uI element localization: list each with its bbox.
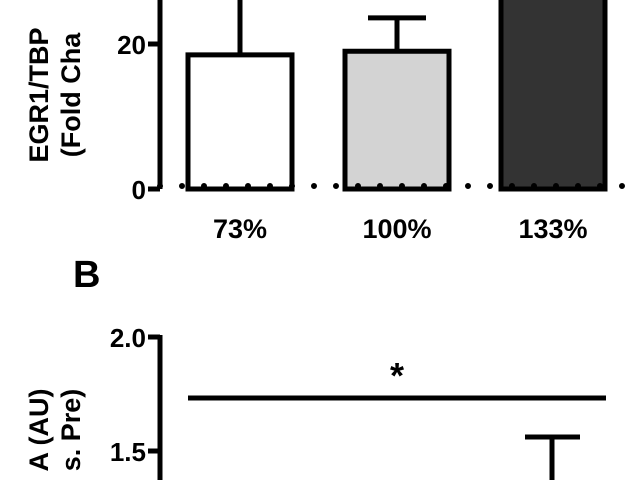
panel-b-y-axis-label-line1: A (AU) — [24, 389, 54, 472]
panel-b-y-tick-label-1-5: 1.5 — [110, 437, 146, 467]
panel-a-x-tick-label-2: 133% — [518, 214, 587, 244]
panel-a-bar-0 — [185, 52, 295, 192]
panel-a-x-tick-label-1: 100% — [362, 214, 431, 244]
panel-a-y-tick-label-20: 20 — [117, 30, 146, 60]
panel-b-significance-star: * — [390, 355, 404, 396]
panel-a-bars — [185, 0, 608, 192]
panel-a-chart: EGR1/TBP (Fold Cha 0 20 73% 100% 133% — [24, 0, 640, 244]
panel-a-y-axis-label-line1: EGR1/TBP — [24, 27, 54, 162]
panel-a-y-axis-label-line2: (Fold Cha — [56, 32, 86, 157]
panel-a-x-axis-labels: 73% 100% 133% — [213, 214, 588, 244]
panel-a-bar-2 — [498, 0, 608, 192]
panel-b-letter: B — [73, 254, 100, 296]
panel-a-bar-1 — [342, 48, 452, 192]
panel-b-y-axis-label-line2: s. Pre) — [56, 389, 86, 472]
panel-b-y-tick-label-2-0: 2.0 — [110, 323, 146, 353]
panel-b-chart: B A (AU) s. Pre) 2.0 1.5 * — [24, 254, 606, 480]
panel-a-x-tick-label-0: 73% — [213, 214, 267, 244]
panel-a-y-tick-label-0: 0 — [132, 175, 146, 205]
